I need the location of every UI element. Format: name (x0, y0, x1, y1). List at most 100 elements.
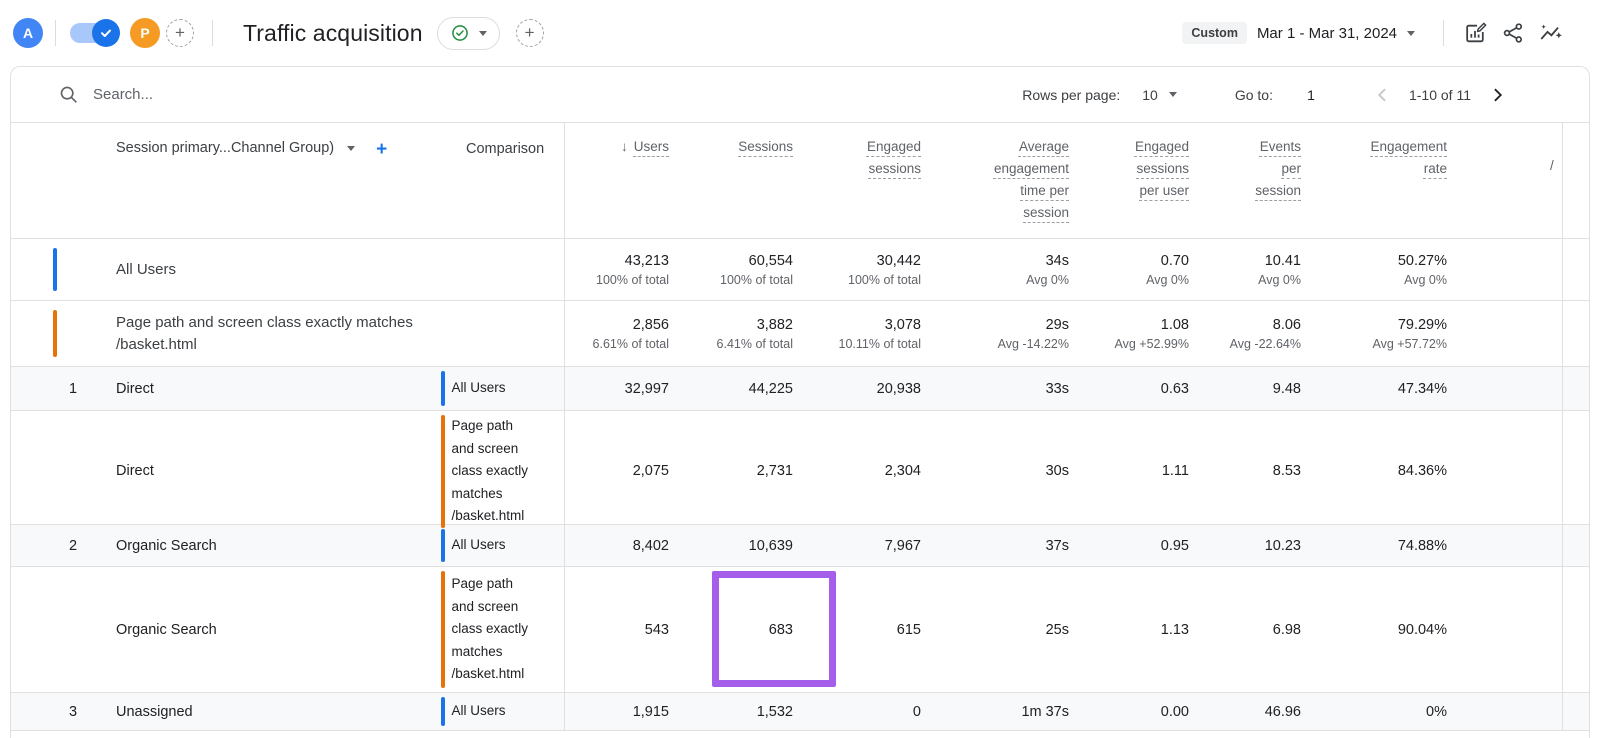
pagination-controls: Rows per page: 10 Go to: 1-10 of 11 (1022, 81, 1511, 109)
chevron-down-icon[interactable] (347, 146, 356, 151)
account-avatar[interactable]: A (13, 18, 43, 48)
goto-page-input[interactable] (1296, 86, 1325, 103)
rows-per-page-select[interactable]: 10 (1142, 87, 1177, 103)
row-number: 1 (69, 380, 78, 397)
col-header-events-per-session[interactable]: Events per session (1255, 139, 1301, 198)
top-bar: A P + Traffic acquisition + Custom Mar 1… (0, 0, 1600, 66)
overflow-cell (1546, 239, 1589, 300)
comparison-cell: Page path and screen class exactly match… (441, 567, 564, 692)
add-dimension-icon[interactable]: + (376, 139, 388, 160)
cell-engaged-sessions: 20,938 (876, 380, 921, 397)
column-divider (564, 123, 565, 731)
cell-events-per-session: 8.53 (1272, 463, 1301, 480)
pagination-next-icon[interactable] (1483, 81, 1511, 109)
cell-engagement-rate: 50.27% Avg 0% (1397, 252, 1447, 287)
share-icon[interactable] (1494, 14, 1532, 52)
col-header-sessions[interactable]: Sessions (738, 139, 793, 154)
cell-avg-engagement-time: 37s (1045, 537, 1069, 554)
toggle-check-icon (92, 19, 120, 47)
add-report-button[interactable]: + (515, 19, 544, 47)
chevron-down-icon[interactable] (1407, 30, 1415, 36)
comparison-bar-orange (53, 310, 57, 357)
cell-engaged-sessions-per-user: 0.63 (1160, 380, 1189, 397)
row-number: 2 (69, 537, 78, 554)
cell-engaged-sessions-per-user: 1.08 Avg +52.99% (1114, 316, 1189, 351)
cell-avg-engagement-time: 29s Avg -14.22% (997, 316, 1069, 351)
overflow-column-header: / (1550, 158, 1554, 173)
cell-users: 2,075 (632, 463, 669, 480)
col-header-users[interactable]: ↓ Users (564, 123, 669, 238)
col-header-engagement-rate[interactable]: Engagement rate (1370, 139, 1447, 176)
comparison-cell: All Users (441, 525, 564, 566)
cell-sessions: 1,532 (756, 703, 793, 720)
pagination-range: 1-10 of 11 (1408, 86, 1471, 103)
cell-engaged-sessions-per-user: 0.95 (1160, 537, 1189, 554)
comparison-cell: All Users (441, 367, 564, 410)
summary-label-cell: All Users (11, 239, 564, 300)
cell-engaged-sessions: 0 (912, 703, 921, 720)
cell-sessions: 10,639 (748, 537, 793, 554)
insights-icon[interactable] (1532, 14, 1570, 52)
dimension-column-header[interactable]: Session primary...Channel Group) + (11, 123, 441, 238)
search-bar[interactable] (58, 84, 1022, 106)
col-header-avg-engagement-time[interactable]: Average engagement time per session (993, 139, 1069, 220)
channel-cell: Direct (116, 380, 154, 397)
search-input[interactable] (93, 86, 393, 103)
cell-events-per-session: 46.96 (1264, 703, 1301, 720)
cell-avg-engagement-time: 1m 37s (1021, 703, 1069, 720)
chevron-down-icon (1168, 92, 1177, 97)
cell-users: 2,856 6.61% of total (592, 316, 669, 351)
add-comparison-button[interactable]: + (166, 19, 194, 47)
date-range-type-badge: Custom (1182, 22, 1247, 44)
cell-engaged-sessions: 30,442 100% of total (848, 252, 921, 287)
col-header-engaged-sessions[interactable]: Engaged sessions (866, 139, 921, 176)
property-avatar[interactable]: P (130, 18, 160, 48)
table-header-row: Session primary...Channel Group) + Compa… (11, 123, 1589, 239)
comparison-cell: Page path and screen class exactly match… (441, 411, 564, 532)
check-circle-icon (450, 23, 470, 43)
cell-avg-engagement-time: 25s (1045, 621, 1069, 638)
report-table-card: Rows per page: 10 Go to: 1-10 of 11 Sess… (10, 66, 1590, 738)
summary-row-basket-filter: Page path and screen class exactly match… (11, 301, 1589, 367)
table-row-organic-all-users: 2 Organic Search All Users 8,402 10,639 … (11, 525, 1589, 567)
cell-engaged-sessions: 615 (896, 621, 921, 638)
report-status-dropdown[interactable] (436, 16, 500, 50)
divider (55, 20, 56, 46)
comparison-bar-blue (53, 248, 57, 291)
cell-sessions: 60,554 100% of total (720, 252, 793, 287)
summary-label-cell: Page path and screen class exactly match… (11, 301, 564, 366)
cell-engaged-sessions-per-user: 0.70 Avg 0% (1146, 252, 1189, 287)
row-number: 3 (69, 703, 78, 720)
cell-engaged-sessions-per-user: 1.11 (1161, 463, 1189, 480)
col-header-engaged-sessions-per-user[interactable]: Engaged sessions per user (1134, 139, 1189, 198)
cell-events-per-session: 9.48 (1272, 380, 1301, 397)
comparison-toggle[interactable] (70, 19, 120, 47)
cell-engagement-rate: 74.88% (1397, 537, 1447, 554)
comparison-bar-blue (441, 371, 445, 406)
overflow-cell (1546, 301, 1589, 366)
cell-events-per-session: 6.98 (1272, 621, 1301, 638)
comparison-cell: All Users (441, 693, 564, 730)
cell-engagement-rate: 0% (1426, 703, 1447, 720)
cell-users: 543 (644, 621, 669, 638)
table-row-unassigned-all-users: 3 Unassigned All Users 1,915 1,532 0 1m … (11, 693, 1589, 731)
cell-engagement-rate: 90.04% (1397, 621, 1447, 638)
goto-label: Go to: (1234, 86, 1273, 103)
cell-engagement-rate: 47.34% (1397, 380, 1447, 397)
comparison-column-header: Comparison (466, 141, 545, 157)
date-range-value[interactable]: Mar 1 - Mar 31, 2024 (1256, 24, 1397, 42)
cell-users: 8,402 (632, 537, 669, 554)
cell-engaged-sessions-per-user: 1.13 (1160, 621, 1189, 638)
comparison-bar-orange (441, 571, 445, 688)
cell-engaged-sessions: 7,967 (884, 537, 921, 554)
sort-desc-icon: ↓ (620, 139, 628, 154)
pagination-prev-icon[interactable] (1369, 81, 1397, 109)
cell-sessions: 3,882 6.41% of total (716, 316, 793, 351)
cell-sessions: 44,225 (748, 380, 793, 397)
table-row-direct-all-users: 1 Direct All Users 32,997 44,225 20,938 … (11, 367, 1589, 411)
customize-report-button[interactable] (1456, 14, 1494, 52)
search-icon (58, 84, 80, 106)
cell-avg-engagement-time: 30s (1045, 463, 1069, 480)
cell-engagement-rate: 79.29% Avg +57.72% (1372, 316, 1447, 351)
rows-per-page-label: Rows per page: (1022, 86, 1121, 103)
